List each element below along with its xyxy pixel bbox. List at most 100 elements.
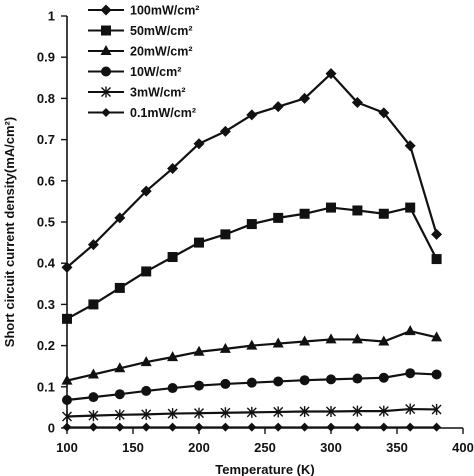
y-tick-label: 0.9 [37,50,55,65]
legend-marker [101,66,111,77]
data-point [194,380,204,391]
data-point [272,101,284,113]
data-point [61,261,73,273]
data-point [114,389,125,400]
legend-item-bg [82,42,217,60]
legend-item: 10W/cm² [82,62,217,81]
data-point [168,422,178,432]
series-1 [62,202,442,324]
data-point [141,422,151,432]
data-point [352,205,363,216]
data-point [194,237,204,248]
legend-label: 20mW/cm² [130,45,193,59]
data-point [351,97,363,109]
x-tick-label: 100 [56,440,78,455]
legend: 100mW/cm² 50mW/cm² 20mW/cm² 10W/cm² 3mW/cm² 0… [82,1,217,122]
legend-label: 100mW/cm² [130,4,199,18]
data-point [351,333,363,344]
series-4 [62,403,442,422]
data-point [140,356,152,367]
data-point [378,107,390,119]
data-point [431,254,442,265]
data-point [62,394,72,405]
data-point [431,228,443,240]
series-2 [61,325,443,385]
data-point [273,422,283,432]
data-point [325,333,337,344]
data-point [326,406,336,418]
y-tick-label: 0.5 [37,215,55,230]
data-point [247,422,257,432]
series-5 [62,422,442,432]
data-point [114,282,125,293]
legend-label: 50mW/cm² [130,24,193,38]
data-point [352,373,363,384]
data-point [115,422,125,432]
data-point [378,372,389,383]
y-tick-label: 0.3 [37,297,55,312]
x-tick-label: 400 [452,440,474,455]
legend-item-bg [82,21,217,40]
axes: 0 0.1 0.2 0.3 0.4 0.5 0.6 0.7 0.8 0.9 1 100 150 200 25… [37,9,474,456]
y-axis-title: Short circuit current density(mA/cm²) [2,117,17,347]
data-point [431,331,443,342]
legend-item: 100mW/cm² [82,1,217,19]
y-tick-label: 0.7 [37,132,55,147]
data-point [431,403,442,415]
y-tick-label: 0.6 [37,173,55,188]
legend-label: 10W/cm² [130,65,181,79]
data-point [246,339,258,350]
data-point [325,68,337,80]
data-point [299,375,310,386]
data-point [246,406,257,418]
data-point [431,369,442,380]
x-tick-label: 250 [254,440,276,455]
legend-item: 50mW/cm² [82,21,217,40]
series-3 [62,368,442,405]
x-axis-title: Temperature (K) [215,462,314,476]
legend-marker [101,108,111,117]
data-point [246,109,258,121]
data-point [378,405,389,417]
legend-item: 3mW/cm² [82,83,217,101]
data-point [432,422,442,432]
y-tick-label: 1 [48,9,55,24]
data-point [220,378,231,389]
data-point [220,229,231,240]
data-point [194,422,204,432]
data-point [405,368,416,379]
y-tick-label: 0.2 [37,338,55,353]
data-point [272,337,284,348]
data-point [141,266,152,277]
data-point [88,410,99,422]
data-point [88,299,99,310]
y-tick-label: 0 [48,421,55,436]
data-point [62,313,72,324]
data-point [61,374,73,385]
data-point [219,125,231,137]
legend-item-bg [82,83,217,101]
legend-marker [101,86,111,98]
data-series [61,68,443,432]
data-point [87,239,99,251]
data-point [405,202,416,213]
data-point [273,376,284,387]
x-tick-label: 350 [386,440,408,455]
data-point [167,383,178,394]
legend-label: 3mW/cm² [130,86,186,100]
data-point [114,362,126,373]
legend-label: 0.1mW/cm² [130,106,196,120]
data-point [167,408,178,420]
data-point [114,212,126,224]
data-point [273,406,284,418]
data-point [88,392,99,403]
data-point [141,408,152,420]
data-point [352,405,363,417]
data-point [326,422,336,432]
data-point [299,406,310,418]
legend-item-bg [82,103,217,122]
data-point [194,407,204,419]
